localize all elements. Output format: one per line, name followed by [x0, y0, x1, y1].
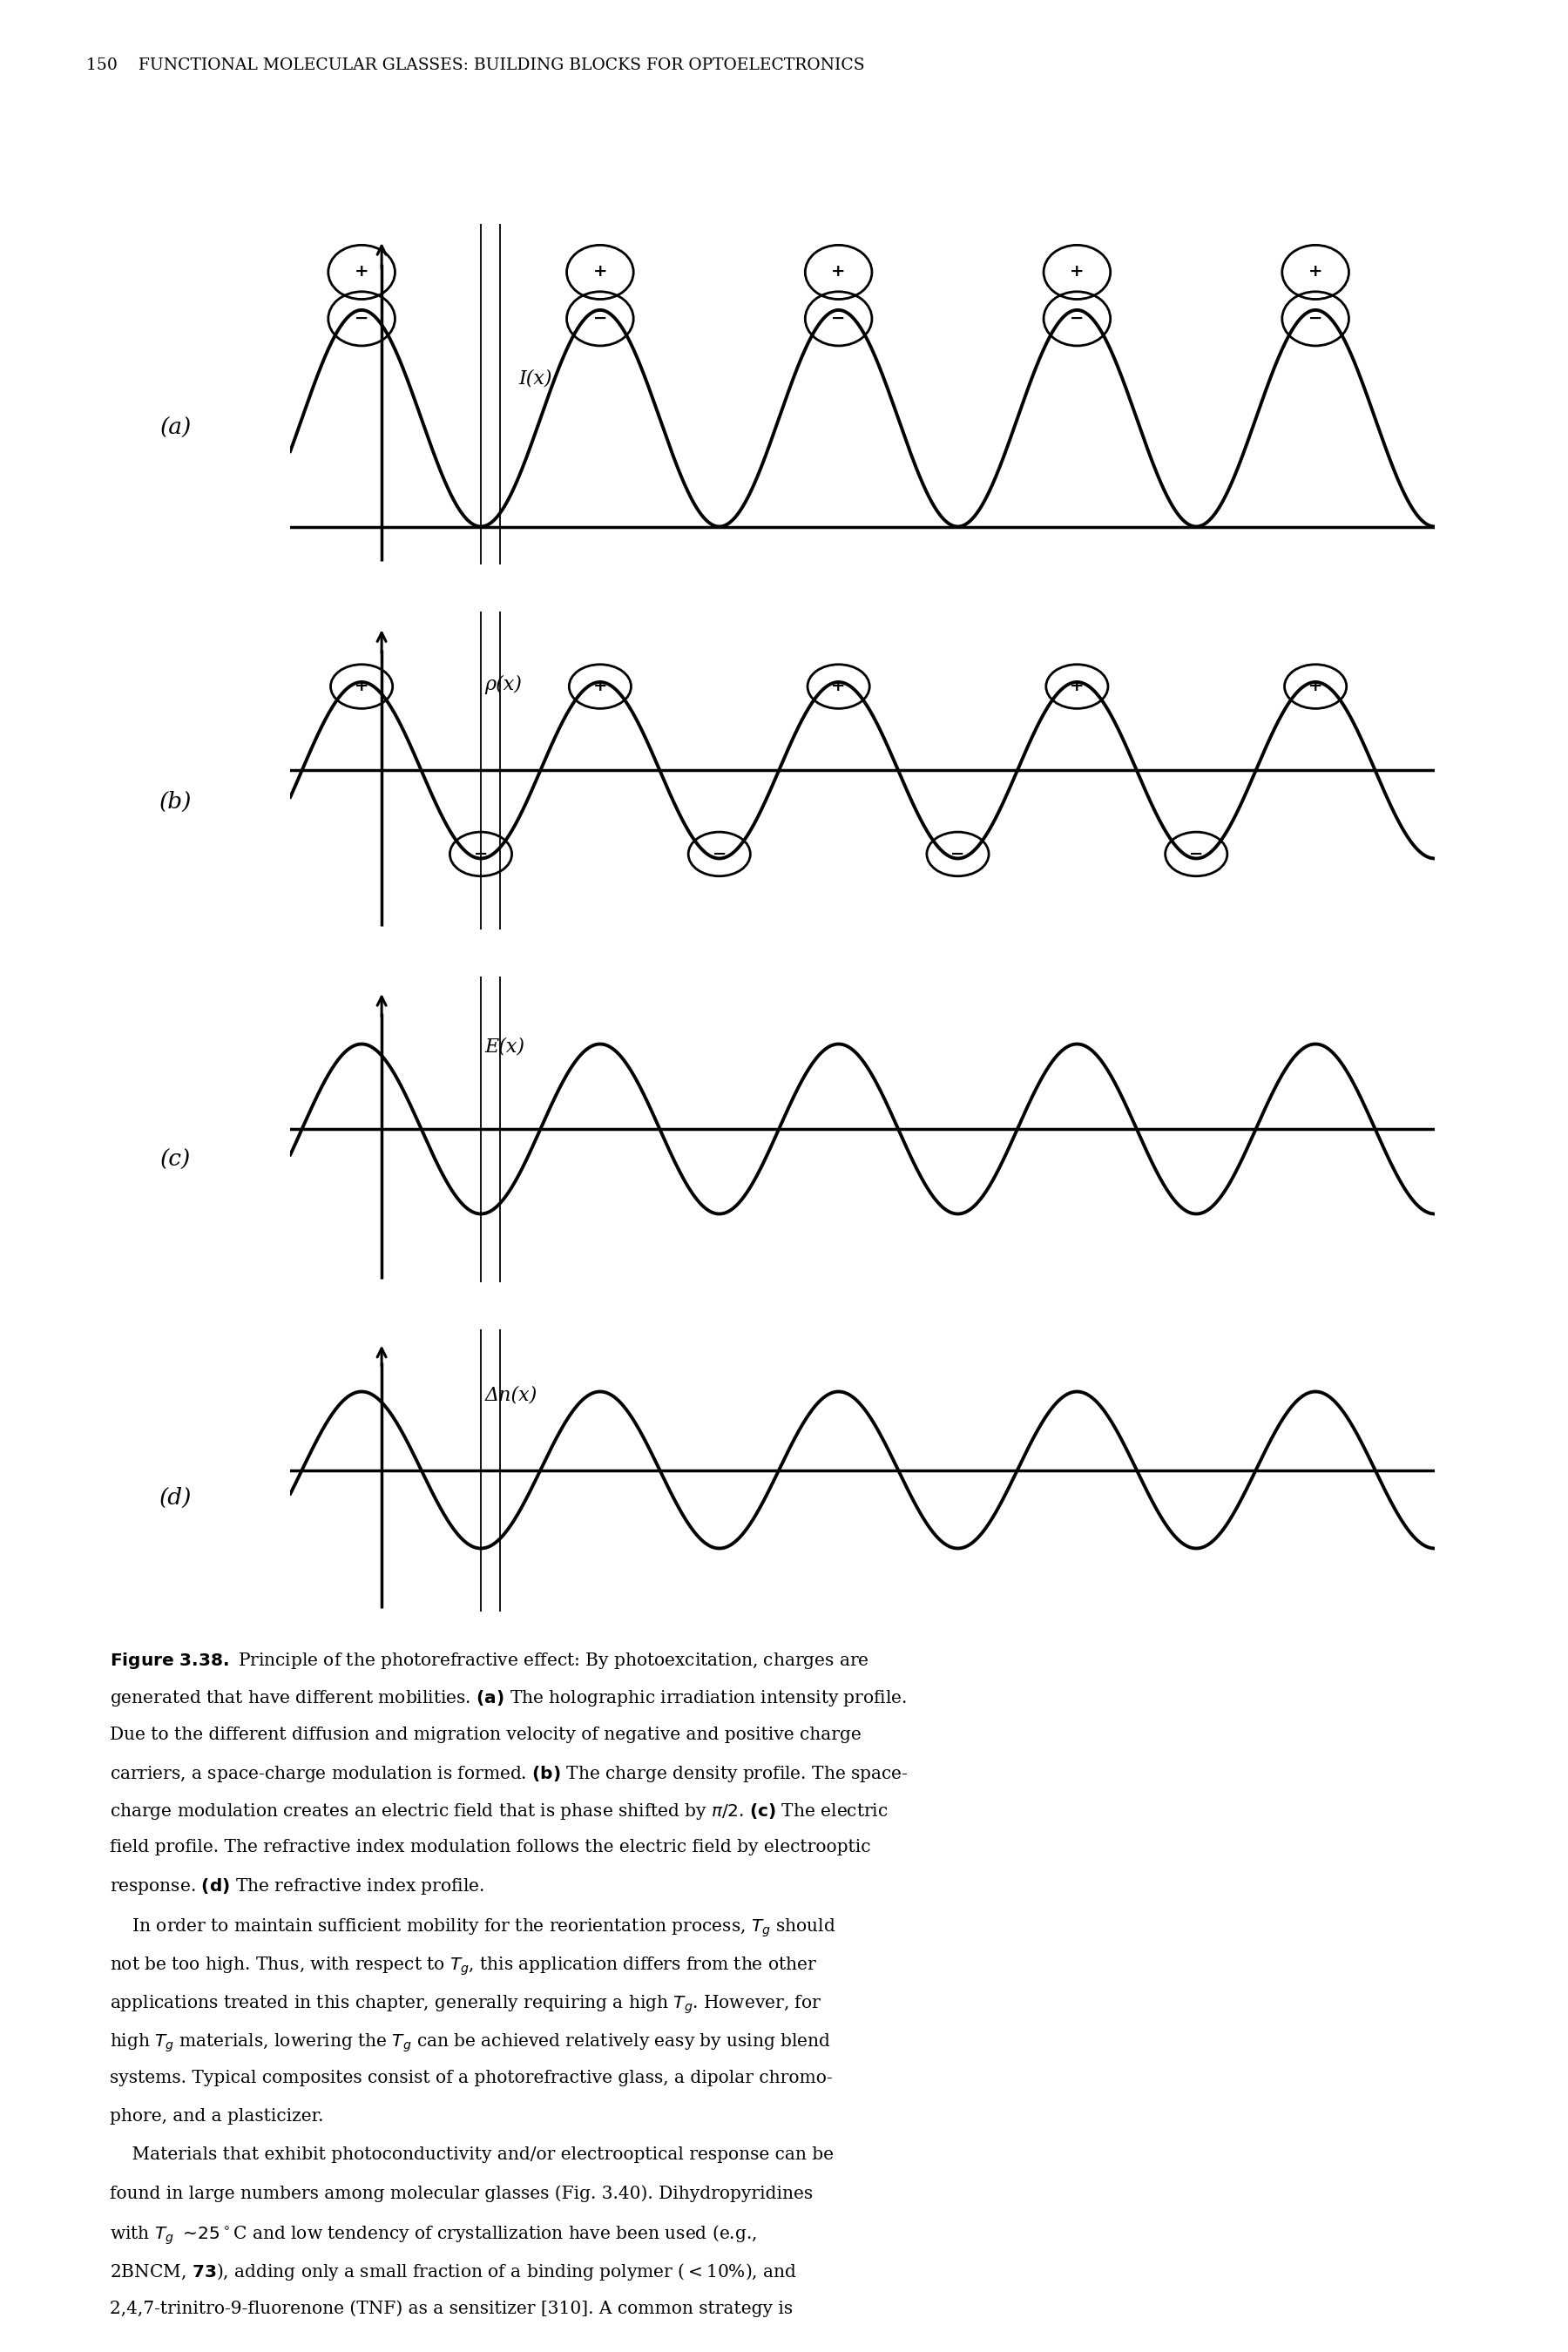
Text: +: +	[354, 680, 368, 694]
Text: 150    FUNCTIONAL MOLECULAR GLASSES: BUILDING BLOCKS FOR OPTOELECTRONICS: 150 FUNCTIONAL MOLECULAR GLASSES: BUILDI…	[86, 56, 864, 73]
Text: +: +	[593, 263, 607, 280]
Text: I(x): I(x)	[519, 369, 552, 388]
Text: +: +	[593, 680, 607, 694]
Text: +: +	[1069, 680, 1083, 694]
Text: −: −	[1308, 310, 1323, 327]
Text: +: +	[831, 263, 845, 280]
Text: −: −	[354, 310, 368, 327]
Text: −: −	[950, 847, 964, 861]
Text: −: −	[474, 847, 488, 861]
Text: systems. Typical composites consist of a photorefractive glass, a dipolar chromo: systems. Typical composites consist of a…	[110, 2070, 833, 2086]
Text: Δn(x): Δn(x)	[485, 1385, 538, 1404]
Text: Materials that exhibit photoconductivity and/or electrooptical response can be: Materials that exhibit photoconductivity…	[110, 2147, 834, 2164]
Text: +: +	[1308, 680, 1323, 694]
Text: (a): (a)	[160, 416, 191, 440]
Text: field profile. The refractive index modulation follows the electric field by ele: field profile. The refractive index modu…	[110, 1839, 870, 1856]
Text: −: −	[831, 310, 845, 327]
Text: generated that have different mobilities. $\mathbf{(a)}$ The holographic irradia: generated that have different mobilities…	[110, 1689, 906, 1708]
Text: high $T_g$ materials, lowering the $T_g$ can be achieved relatively easy by usin: high $T_g$ materials, lowering the $T_g$…	[110, 2032, 831, 2053]
Text: carriers, a space-charge modulation is formed. $\mathbf{(b)}$ The charge density: carriers, a space-charge modulation is f…	[110, 1764, 908, 1783]
Text: −: −	[712, 847, 726, 861]
Text: phore, and a plasticizer.: phore, and a plasticizer.	[110, 2107, 323, 2124]
Text: ρ(x): ρ(x)	[485, 675, 522, 694]
Text: applications treated in this chapter, generally requiring a high $T_g$. However,: applications treated in this chapter, ge…	[110, 1994, 822, 2016]
Text: 2BNCM, $\mathbf{73}$), adding only a small fraction of a binding polymer ($<$10%: 2BNCM, $\mathbf{73}$), adding only a sma…	[110, 2260, 797, 2281]
Text: E(x): E(x)	[485, 1037, 525, 1056]
Text: −: −	[1189, 847, 1203, 861]
Text: −: −	[1069, 310, 1083, 327]
Text: −: −	[593, 310, 607, 327]
Text: +: +	[831, 680, 845, 694]
Text: +: +	[1069, 263, 1083, 280]
Text: response. $\mathbf{(d)}$ The refractive index profile.: response. $\mathbf{(d)}$ The refractive …	[110, 1877, 485, 1896]
Text: (d): (d)	[160, 1486, 191, 1510]
Text: charge modulation creates an electric field that is phase shifted by $\pi/2$. $\: charge modulation creates an electric fi…	[110, 1802, 887, 1820]
Text: with $T_g\ \sim\!25^\circ$C and low tendency of crystallization have been used (: with $T_g\ \sim\!25^\circ$C and low tend…	[110, 2223, 757, 2246]
Text: +: +	[1308, 263, 1323, 280]
Text: Due to the different diffusion and migration velocity of negative and positive c: Due to the different diffusion and migra…	[110, 1726, 861, 1743]
Text: 2,4,7-trinitro-9-fluorenone (TNF) as a sensitizer [310]. A common strategy is: 2,4,7-trinitro-9-fluorenone (TNF) as a s…	[110, 2300, 793, 2317]
Text: +: +	[354, 263, 368, 280]
Text: not be too high. Thus, with respect to $T_g$, this application differs from the : not be too high. Thus, with respect to $…	[110, 1955, 817, 1978]
Text: (b): (b)	[160, 790, 191, 814]
Text: (c): (c)	[160, 1148, 191, 1171]
Text: found in large numbers among molecular glasses (Fig. 3.40). Dihydropyridines: found in large numbers among molecular g…	[110, 2185, 812, 2201]
Text: $\mathbf{Figure\ 3.38.}$ Principle of the photorefractive effect: By photoexcita: $\mathbf{Figure\ 3.38.}$ Principle of th…	[110, 1651, 869, 1672]
Text: In order to maintain sufficient mobility for the reorientation process, $T_g$ sh: In order to maintain sufficient mobility…	[110, 1917, 836, 1938]
